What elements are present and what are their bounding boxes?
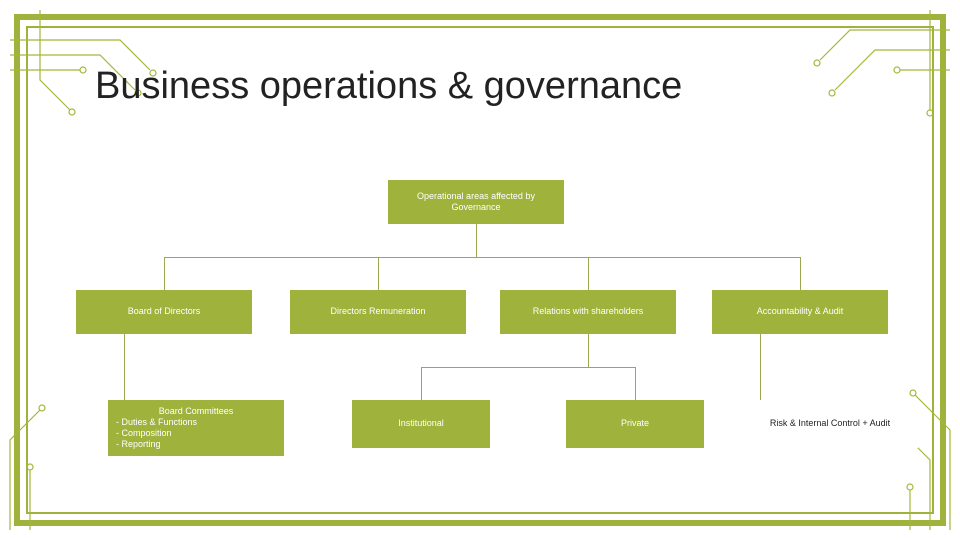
node-board-directors: Board of Directors: [76, 290, 252, 334]
node-private: Private: [566, 400, 704, 448]
board-committees-line: - Duties & Functions: [116, 417, 197, 428]
node-risk-control: Risk & Internal Control + Audit: [742, 400, 918, 448]
node-directors-remuneration: Directors Remuneration: [290, 290, 466, 334]
node-relations-shareholders: Relations with shareholders: [500, 290, 676, 334]
board-committees-line: - Reporting: [116, 439, 161, 450]
circuit-decoration-tr: [780, 0, 960, 160]
board-committees-line: - Composition: [116, 428, 172, 439]
node-accountability-audit: Accountability & Audit: [712, 290, 888, 334]
node-institutional: Institutional: [352, 400, 490, 448]
page-title: Business operations & governance: [95, 65, 682, 108]
board-committees-title: Board Committees: [116, 406, 276, 417]
node-root: Operational areas affected by Governance: [388, 180, 564, 224]
node-board-committees: Board Committees - Duties & Functions - …: [108, 400, 284, 456]
